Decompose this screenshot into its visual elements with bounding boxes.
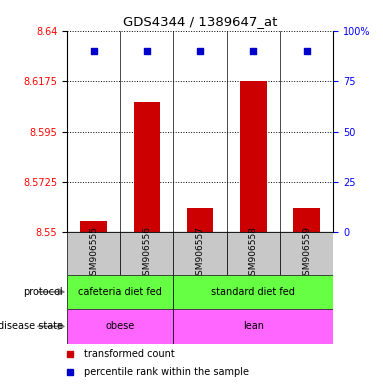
- Text: percentile rank within the sample: percentile rank within the sample: [84, 367, 249, 377]
- Bar: [280, 232, 333, 275]
- Text: transformed count: transformed count: [84, 349, 175, 359]
- Bar: [173, 275, 333, 309]
- Text: GSM906557: GSM906557: [196, 226, 205, 281]
- Text: obese: obese: [106, 321, 135, 331]
- Bar: [240, 81, 267, 232]
- Text: GSM906558: GSM906558: [249, 226, 258, 281]
- Title: GDS4344 / 1389647_at: GDS4344 / 1389647_at: [123, 15, 277, 28]
- Text: lean: lean: [243, 321, 264, 331]
- Bar: [67, 275, 173, 309]
- Text: disease state: disease state: [0, 321, 63, 331]
- Bar: [187, 208, 213, 232]
- Bar: [67, 309, 173, 344]
- Text: cafeteria diet fed: cafeteria diet fed: [79, 287, 162, 297]
- Bar: [173, 232, 227, 275]
- Text: GSM906555: GSM906555: [89, 226, 98, 281]
- Text: protocol: protocol: [24, 287, 63, 297]
- Bar: [134, 103, 160, 232]
- Point: [91, 48, 97, 54]
- Bar: [293, 208, 320, 232]
- Point: [250, 48, 257, 54]
- Bar: [120, 232, 173, 275]
- Point: [144, 48, 150, 54]
- Bar: [67, 232, 120, 275]
- Point: [304, 48, 310, 54]
- Bar: [227, 232, 280, 275]
- Bar: [80, 221, 107, 232]
- Text: GSM906556: GSM906556: [142, 226, 151, 281]
- Bar: [173, 309, 333, 344]
- Text: standard diet fed: standard diet fed: [211, 287, 295, 297]
- Text: GSM906559: GSM906559: [302, 226, 311, 281]
- Point: [197, 48, 203, 54]
